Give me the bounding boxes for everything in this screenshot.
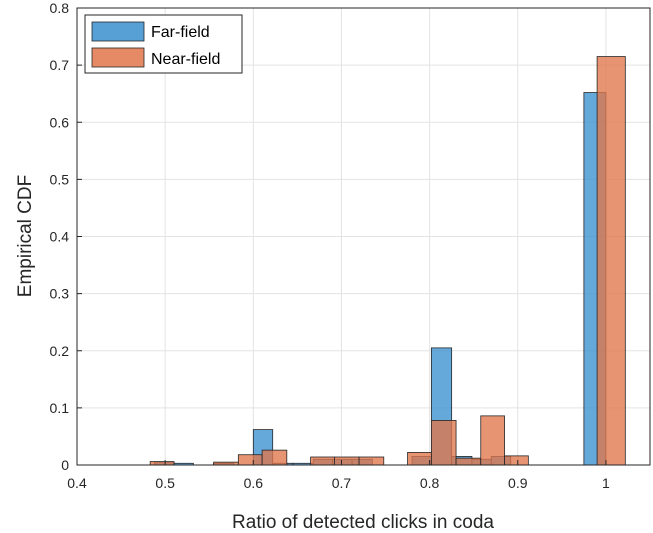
legend-label-near-field: Near-field	[151, 51, 220, 68]
bar-near-field	[455, 457, 482, 466]
bar-near-field	[358, 456, 385, 466]
bar-near-field	[237, 454, 263, 466]
legend-swatch-far-field	[91, 21, 145, 42]
bar-near-field	[149, 461, 175, 466]
bar-near-field	[334, 456, 360, 466]
x-tick-label: 0.9	[508, 475, 528, 491]
x-axis-label: Ratio of detected clicks in coda	[232, 512, 494, 533]
x-tick-label: 0.5	[155, 475, 175, 491]
y-tick-label: 0.4	[50, 229, 70, 245]
bar-near-field	[596, 56, 626, 466]
bar-near-field	[407, 452, 432, 466]
legend-swatch-near-field	[91, 47, 145, 68]
x-tick-label: 0.7	[332, 475, 352, 491]
bar-near-field	[261, 449, 288, 466]
y-tick-label: 0.8	[50, 0, 70, 16]
x-tick-label: 1	[602, 475, 610, 491]
y-tick-label: 0.7	[50, 57, 70, 73]
y-tick-label: 0.6	[50, 114, 70, 130]
y-axis-label: Empirical CDF	[15, 175, 36, 297]
tick-labels: 0.4 0.5 0.6 0.7 0.8 0.9 1 0 0.1 0.2 0.3 0.4 0.5 0.6 0.…	[50, 0, 610, 491]
x-tick-label: 0.8	[420, 475, 440, 491]
x-tick-label: 0.4	[67, 475, 87, 491]
legend-label-far-field: Far-field	[151, 24, 210, 41]
y-tick-label: 0.3	[50, 286, 70, 302]
bar-near-field	[310, 456, 335, 466]
y-tick-label: 0.5	[50, 171, 70, 187]
bar-near-field	[504, 455, 529, 466]
bar-near-field	[480, 415, 505, 466]
y-tick-label: 0	[61, 457, 69, 473]
bar-near-field	[430, 420, 457, 466]
axes	[76, 7, 651, 466]
y-tick-label: 0.1	[50, 400, 70, 416]
x-tick-label: 0.6	[244, 475, 264, 491]
bars	[149, 56, 626, 466]
legend: Far-field Near-field	[84, 14, 243, 74]
y-tick-label: 0.2	[50, 343, 70, 359]
axes-box	[76, 7, 651, 466]
